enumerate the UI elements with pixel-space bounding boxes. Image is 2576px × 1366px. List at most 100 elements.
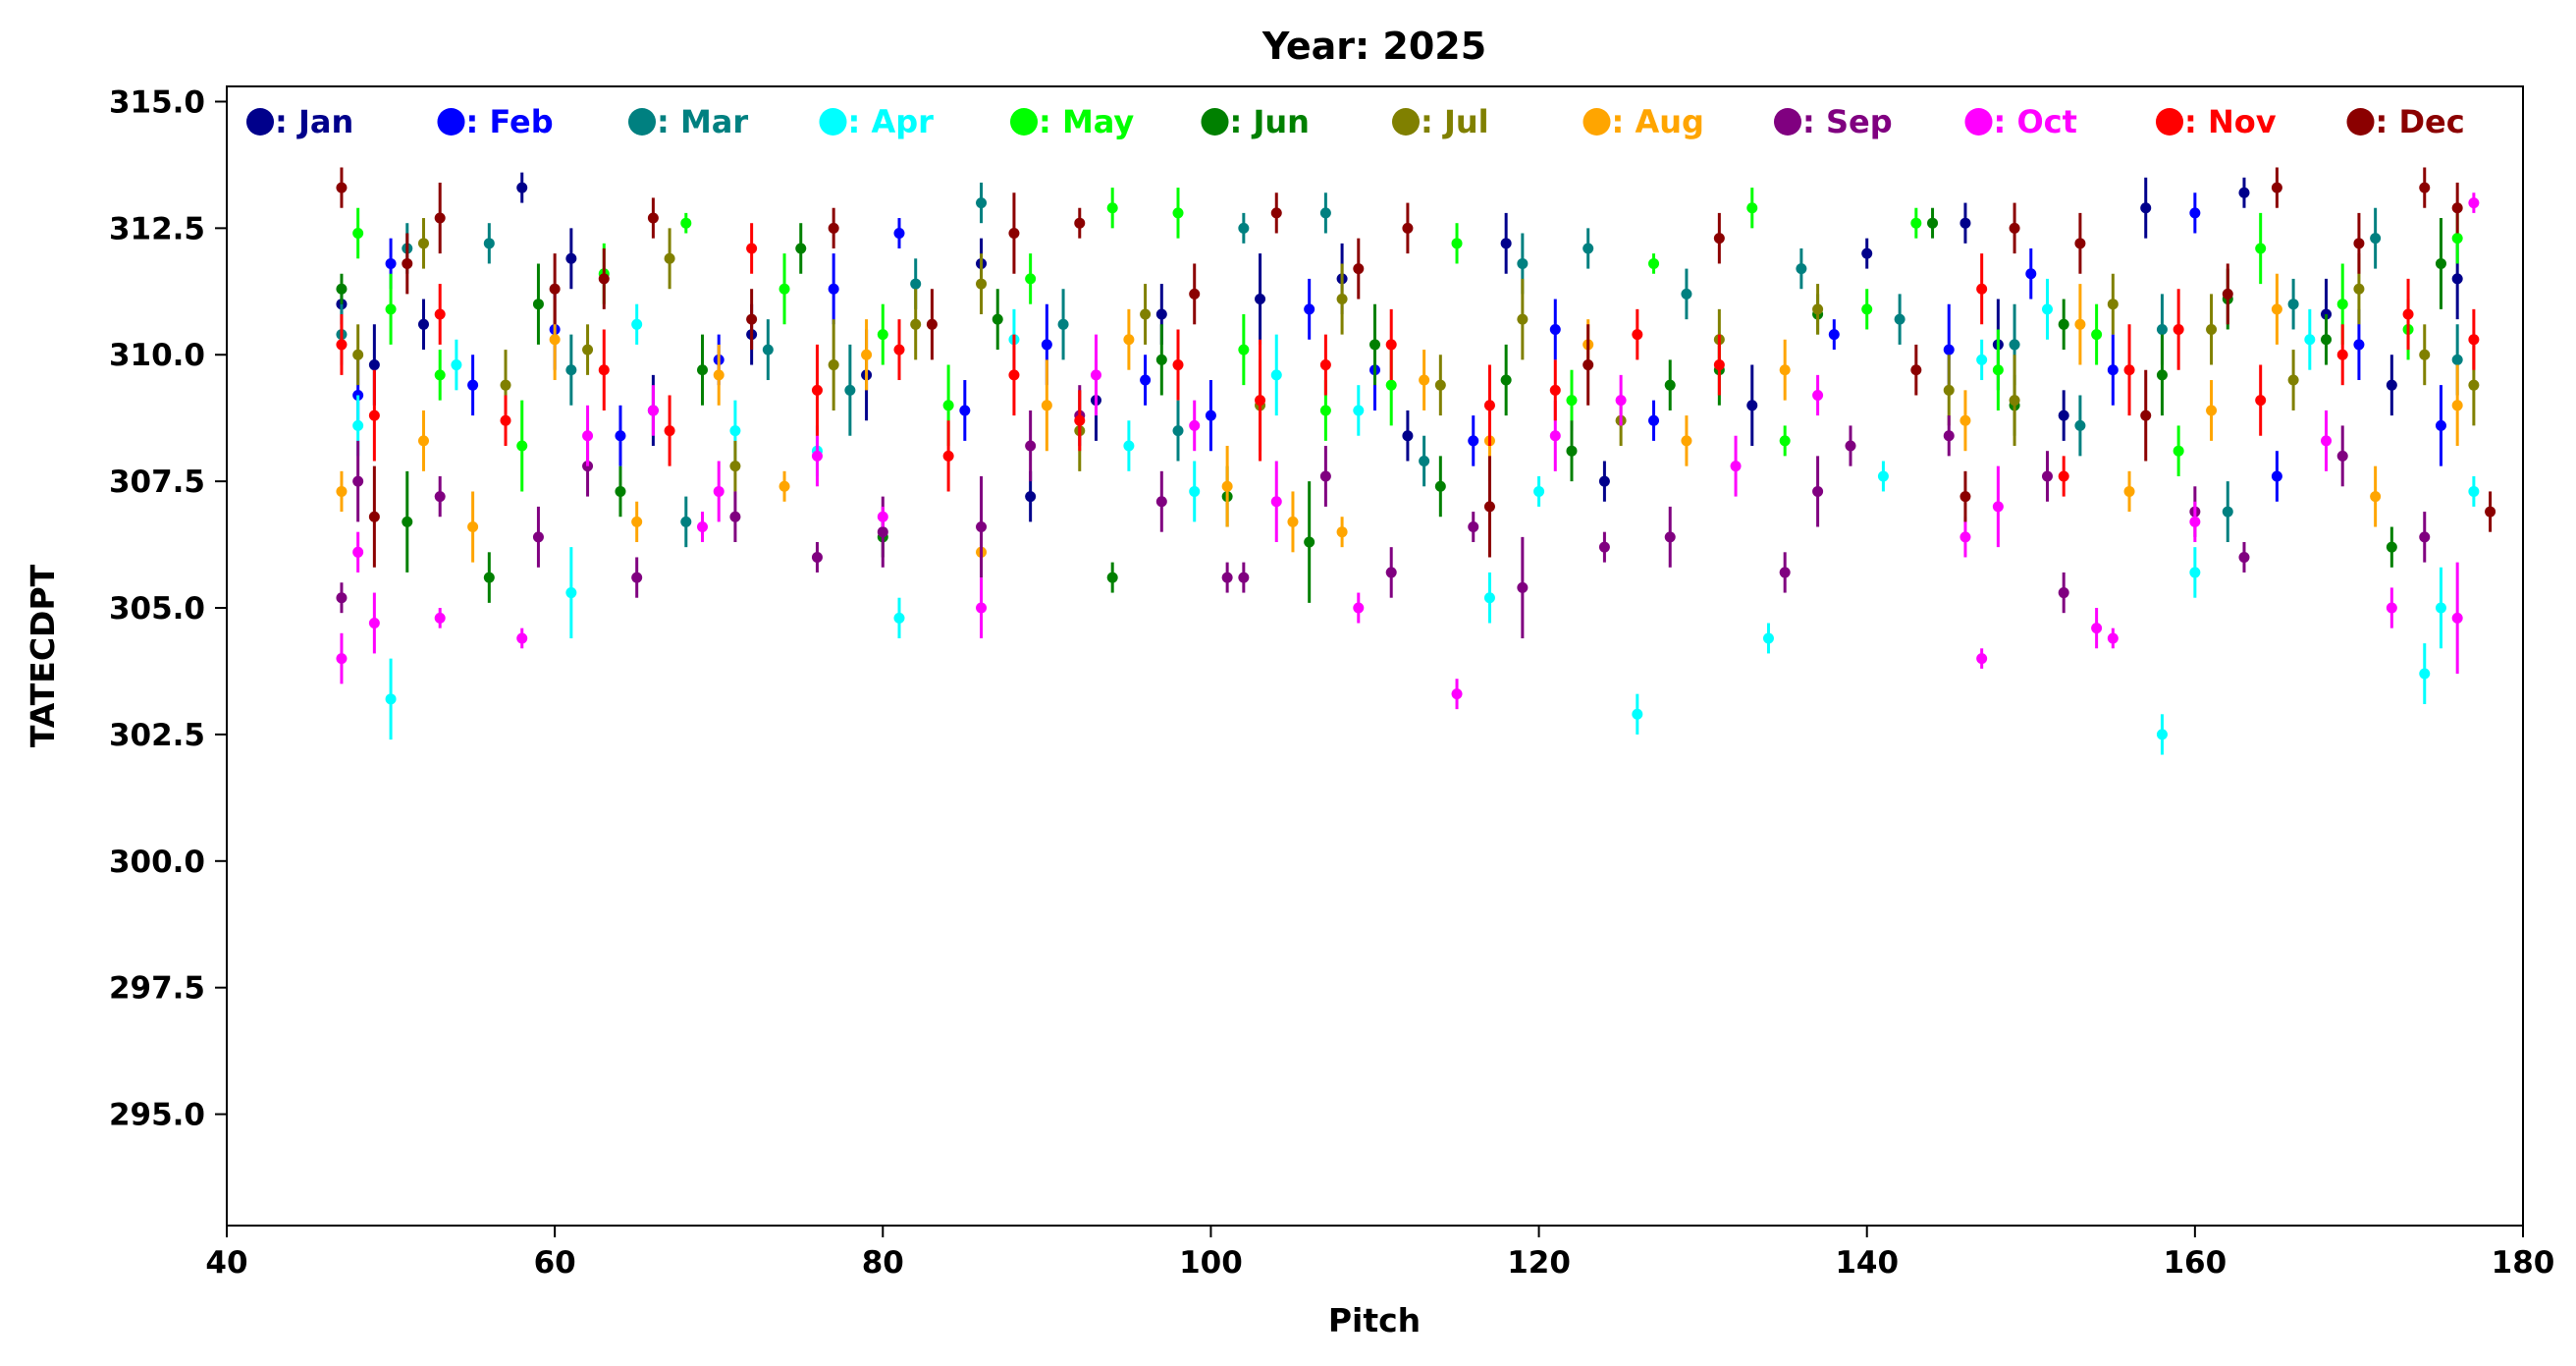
- data-point-oct: [1549, 430, 1561, 442]
- data-point-jun: [697, 364, 709, 376]
- y-tick-label: 300.0: [109, 845, 205, 880]
- data-point-aug: [2451, 400, 2463, 411]
- data-point-feb: [1468, 435, 1479, 447]
- data-point-oct: [647, 405, 659, 416]
- legend-item-jun: : Jun: [1201, 103, 1310, 140]
- data-point-apr: [1533, 485, 1545, 497]
- legend-label-sep: : Sep: [1802, 103, 1893, 140]
- data-point-nov: [1255, 395, 1266, 407]
- data-point-jul: [2353, 283, 2365, 295]
- data-point-oct: [352, 546, 364, 558]
- data-point-mar: [2074, 419, 2086, 431]
- data-point-oct: [877, 511, 888, 522]
- data-point-apr: [1483, 592, 1495, 604]
- data-point-oct: [1976, 653, 1988, 665]
- data-point-feb: [2107, 364, 2119, 376]
- data-point-jun: [2386, 541, 2397, 553]
- data-point-jul: [976, 278, 988, 290]
- data-point-apr: [2189, 567, 2201, 578]
- data-point-nov: [942, 450, 954, 462]
- data-point-nov: [1483, 400, 1495, 411]
- data-point-nov: [500, 414, 511, 426]
- data-point-jun: [1369, 339, 1380, 351]
- data-point-mar: [844, 384, 856, 396]
- data-point-may: [1861, 303, 1873, 315]
- legend: : Jan: Feb: Mar: Apr: May: Jun: Jul: Aug…: [246, 103, 2465, 140]
- legend-marker-jul: [1392, 108, 1420, 136]
- data-point-may: [1319, 405, 1331, 416]
- legend-item-jan: : Jan: [246, 103, 353, 140]
- data-point-nov: [2173, 323, 2184, 335]
- data-point-aug: [713, 369, 724, 381]
- legend-item-dec: : Dec: [2346, 103, 2465, 140]
- data-point-aug: [1779, 364, 1791, 376]
- data-point-jun: [402, 516, 413, 527]
- data-point-may: [1746, 202, 1758, 214]
- data-point-apr: [1353, 405, 1365, 416]
- data-point-may: [1172, 207, 1184, 219]
- data-point-apr: [565, 587, 577, 599]
- data-point-apr: [451, 359, 462, 371]
- data-point-mar: [2370, 233, 2382, 245]
- data-point-may: [680, 217, 692, 229]
- data-point-mar: [2009, 339, 2020, 351]
- data-point-may: [434, 369, 446, 381]
- data-point-jan: [1746, 400, 1758, 411]
- legend-item-aug: : Aug: [1583, 103, 1704, 140]
- data-point-oct: [434, 612, 446, 624]
- plot-frame: [226, 85, 2524, 1227]
- data-point-jun: [2321, 334, 2333, 346]
- data-point-oct: [2321, 435, 2333, 447]
- data-point-jul: [2287, 374, 2299, 386]
- data-point-sep: [729, 511, 741, 522]
- legend-marker-jan: [246, 108, 274, 136]
- data-point-oct: [713, 485, 724, 497]
- data-point-feb: [2271, 470, 2282, 482]
- data-point-aug: [631, 516, 643, 527]
- data-point-apr: [352, 419, 364, 431]
- data-point-jul: [1943, 384, 1955, 396]
- data-point-jan: [516, 182, 528, 193]
- data-point-dec: [368, 511, 380, 522]
- data-point-jul: [729, 461, 741, 472]
- data-point-jan: [2386, 379, 2397, 391]
- data-point-sep: [1779, 567, 1791, 578]
- legend-label-jun: : Jun: [1230, 103, 1310, 140]
- legend-label-nov: : Nov: [2184, 103, 2277, 140]
- data-point-sep: [811, 551, 823, 563]
- legend-item-oct: : Oct: [1964, 103, 2077, 140]
- data-point-feb: [1943, 344, 1955, 355]
- data-point-dec: [2353, 238, 2365, 249]
- data-point-oct: [811, 450, 823, 462]
- data-point-may: [2173, 445, 2184, 457]
- data-point-jul: [2107, 299, 2119, 310]
- data-point-nov: [2468, 334, 2480, 346]
- data-point-sep: [1943, 430, 1955, 442]
- data-point-apr: [2304, 334, 2316, 346]
- x-tick-label: 140: [1835, 1245, 1899, 1281]
- data-point-jun: [615, 485, 626, 497]
- data-point-dec: [2485, 506, 2496, 518]
- data-point-jan: [1598, 475, 1610, 487]
- data-point-nov: [2123, 364, 2135, 376]
- legend-label-oct: : Oct: [1994, 103, 2077, 140]
- data-point-jan: [1402, 430, 1414, 442]
- data-point-apr: [1123, 440, 1135, 452]
- data-point-dec: [647, 212, 659, 224]
- data-point-oct: [2468, 197, 2480, 209]
- data-point-feb: [1205, 410, 1216, 421]
- series-jul: [352, 218, 2480, 492]
- data-point-nov: [2402, 308, 2414, 320]
- data-point-oct: [1992, 501, 2004, 513]
- y-tick-label: 312.5: [109, 211, 205, 246]
- data-point-oct: [1090, 369, 1101, 381]
- data-point-jan: [2451, 273, 2463, 285]
- data-point-mar: [762, 344, 774, 355]
- data-point-jul: [2009, 395, 2020, 407]
- legend-marker-mar: [628, 108, 656, 136]
- data-point-nov: [1385, 339, 1397, 351]
- data-point-feb: [2025, 268, 2037, 280]
- data-point-feb: [2435, 419, 2446, 431]
- data-point-dec: [1189, 288, 1201, 300]
